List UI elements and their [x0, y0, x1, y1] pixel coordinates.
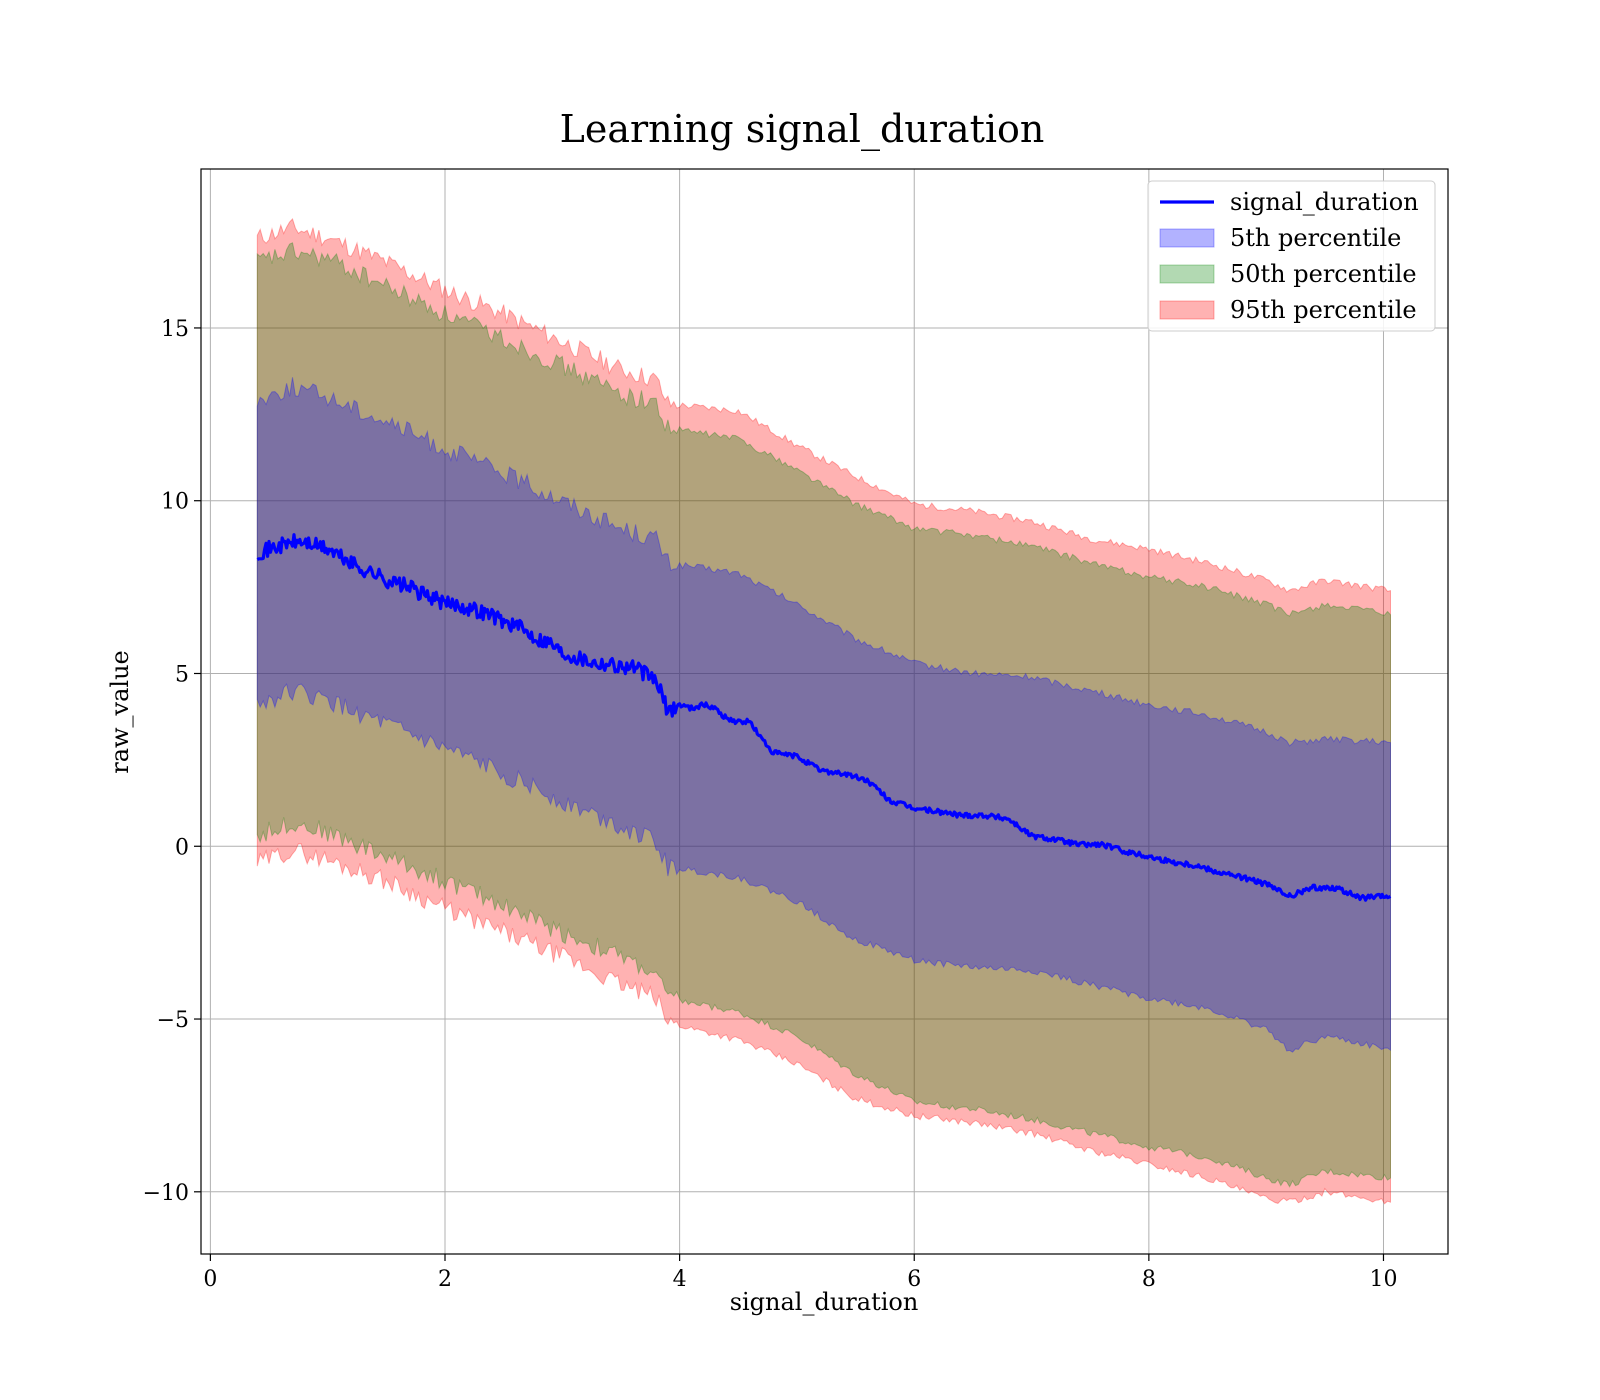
y-tick-label: −10	[143, 1181, 189, 1206]
y-axis-ticks: −10 −5 0 5 10 15	[143, 317, 201, 1206]
band-50th	[256, 242, 1391, 1188]
band-95th	[256, 218, 1391, 1205]
x-axis-ticks: 0 2 4 6 8 10	[203, 1254, 1397, 1292]
x-tick-label: 6	[907, 1267, 921, 1292]
y-tick-label: 10	[161, 490, 189, 515]
y-tick-label: 0	[175, 835, 189, 860]
grid	[201, 169, 1448, 1254]
legend: signal_duration 5th percentile 50th percen…	[1147, 180, 1436, 332]
legend-swatch-band	[1159, 228, 1215, 248]
plot-frame	[200, 168, 1449, 1255]
band-5th	[256, 377, 1391, 1053]
x-tick-label: 10	[1369, 1267, 1397, 1292]
y-tick-label: 15	[161, 317, 189, 342]
x-tick-label: 2	[438, 1267, 452, 1292]
legend-label: 50th percentile	[1230, 260, 1417, 288]
legend-label: 95th percentile	[1230, 296, 1417, 324]
series-line-signal-duration	[256, 533, 1392, 902]
legend-label: 5th percentile	[1230, 224, 1401, 252]
legend-swatch-band	[1159, 300, 1215, 320]
x-tick-label: 8	[1142, 1267, 1156, 1292]
y-tick-label: −5	[157, 1008, 189, 1033]
legend-label: signal_duration	[1230, 188, 1419, 216]
x-axis-label: signal_duration	[730, 1288, 919, 1316]
percentile-bands	[256, 218, 1391, 1205]
y-tick-label: 5	[175, 662, 189, 687]
legend-swatch-band	[1159, 264, 1215, 284]
x-tick-label: 4	[673, 1267, 687, 1292]
y-axis-label: raw_value	[106, 650, 134, 774]
x-tick-label: 0	[203, 1267, 217, 1292]
series-lines	[256, 533, 1392, 902]
chart-title: Learning signal_duration	[560, 107, 1045, 152]
legend-box	[1147, 180, 1436, 332]
